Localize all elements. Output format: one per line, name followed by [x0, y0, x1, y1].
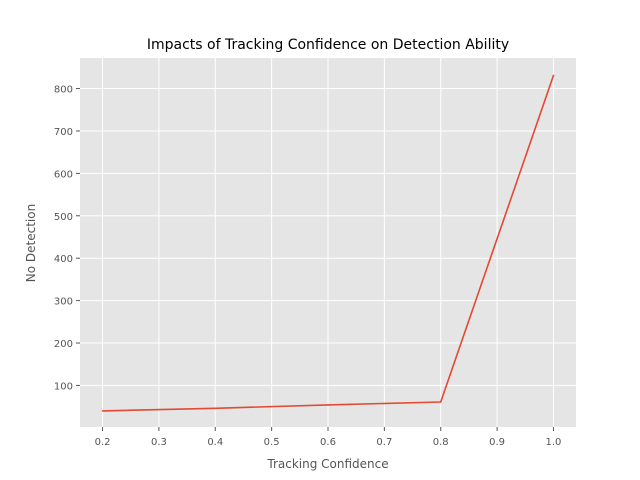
y-tick-label: 300 [54, 297, 73, 308]
y-axis-ticks: 100 200 300 400 500 600 700 800 [54, 85, 80, 392]
x-axis-label: Tracking Confidence [266, 457, 388, 471]
data-point [214, 407, 217, 410]
y-tick-label: 700 [54, 127, 73, 138]
x-tick-label: 0.9 [489, 437, 505, 448]
data-point [439, 401, 442, 403]
chart-title: Impacts of Tracking Confidence on Detect… [147, 37, 509, 53]
y-tick-label: 400 [54, 254, 73, 265]
data-point [552, 74, 555, 77]
gridlines [80, 58, 576, 427]
y-axis-label: No Detection [24, 204, 38, 282]
x-tick-label: 0.2 [95, 437, 111, 448]
y-tick-label: 800 [54, 85, 73, 96]
x-tick-label: 0.8 [433, 437, 449, 448]
x-tick-label: 1.0 [546, 437, 562, 448]
x-tick-label: 0.3 [151, 437, 167, 448]
x-tick-label: 0.7 [376, 437, 392, 448]
x-tick-label: 0.4 [207, 437, 223, 448]
y-tick-label: 200 [54, 339, 73, 350]
y-tick-label: 600 [54, 169, 73, 180]
x-tick-label: 0.6 [320, 437, 336, 448]
data-point [101, 410, 104, 412]
data-point [327, 404, 329, 406]
x-tick-label: 0.5 [264, 437, 280, 448]
y-tick-label: 100 [54, 381, 73, 392]
series-layer [101, 74, 555, 412]
y-tick-label: 500 [54, 212, 73, 223]
x-axis-ticks: 0.2 0.3 0.4 0.5 0.6 0.7 0.8 0.9 1.0 [95, 427, 562, 448]
